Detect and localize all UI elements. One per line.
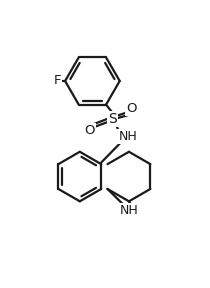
Text: NH: NH (119, 204, 138, 217)
Text: F: F (53, 75, 61, 88)
Text: NH: NH (118, 130, 137, 143)
Text: S: S (108, 112, 117, 126)
Text: O: O (84, 124, 94, 137)
Text: O: O (126, 102, 136, 115)
